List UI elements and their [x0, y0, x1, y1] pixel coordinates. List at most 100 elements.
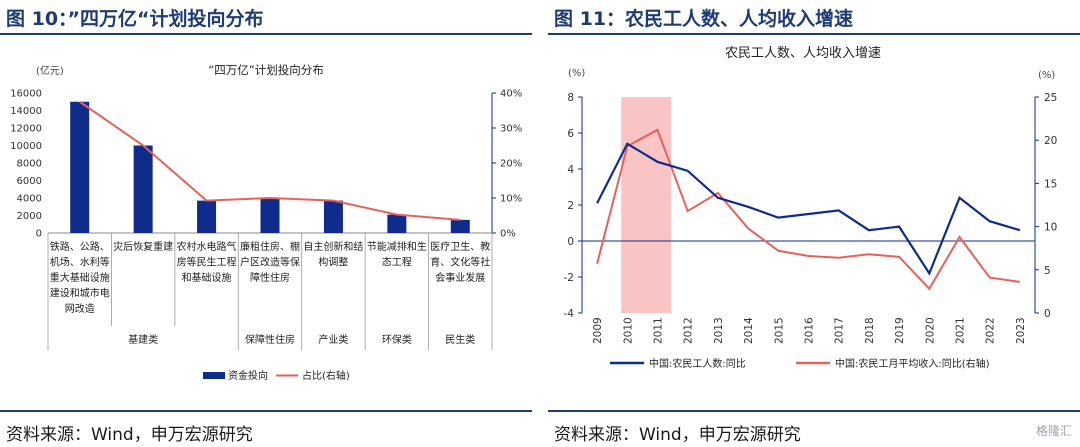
category-label: 节能减排和生	[367, 240, 427, 253]
category-label: 铁路、公路、	[50, 240, 110, 253]
watermark-logo: 格隆汇	[1035, 424, 1072, 438]
left-y-tick-label: 2000	[17, 211, 42, 222]
left-y-tick-label: 10000	[10, 141, 42, 152]
x-tick-label: 2017	[834, 317, 846, 344]
x-tick-label: 2014	[743, 317, 755, 344]
category-label: 态工程	[382, 256, 412, 269]
category-label: 障性住房	[250, 271, 290, 284]
x-tick-label: 2018	[864, 317, 876, 344]
left-y-tick-label: 8	[567, 92, 574, 104]
legend-line-label: 占比(右轴)	[302, 369, 350, 382]
x-tick-label: 2012	[683, 317, 695, 344]
right-y-tick-label: 20	[1044, 135, 1057, 147]
right-y-tick-label: 25	[1044, 92, 1057, 104]
right-y-tick-label: 15	[1044, 178, 1057, 190]
category-group-label: 产业类	[318, 333, 348, 346]
right-y-tick-label: 0%	[500, 229, 516, 240]
category-label: 会事业发展	[435, 271, 485, 284]
left-y-tick-label: 12000	[10, 124, 42, 135]
category-label: 建设和城市电	[50, 287, 110, 300]
x-tick-label: 2020	[924, 317, 936, 344]
left-y-tick-label: 0	[36, 229, 42, 240]
right-y-tick-label: 10	[1044, 222, 1057, 234]
right-y-tick-label: 30%	[500, 124, 522, 135]
x-tick-label: 2016	[804, 317, 816, 344]
bar-6	[450, 219, 470, 233]
x-tick-label: 2010	[622, 317, 634, 344]
left-y-tick-label: 14000	[10, 106, 42, 117]
category-label: 房等民生工程	[177, 256, 237, 269]
category-label: 户区改造等保	[240, 256, 300, 269]
x-tick-label: 2009	[592, 317, 604, 344]
left-bar-chart: “四万亿”计划投向分布 (亿元) 0 2000 4000 6000 8000 10000 120…	[10, 63, 522, 382]
x-tick-label: 2021	[955, 317, 967, 344]
right-y-tick-label: 10%	[500, 194, 522, 205]
category-label: 和基础设施	[182, 271, 232, 284]
right-y-tick-label: 40%	[500, 89, 522, 100]
left-y-tick-label: 6000	[17, 176, 42, 187]
x-tick-label: 2015	[773, 317, 785, 344]
bar-2	[197, 200, 217, 233]
category-label: 机场、水利等	[50, 256, 110, 269]
left-figure-title: 图 10：”四万亿“计划投向分布	[6, 8, 264, 30]
bar-0	[70, 101, 90, 233]
category-label: 医疗卫生、教	[430, 240, 490, 253]
right-figure-panel: 图 11：农民工人数、人均收入增速 农民工人数、人均收入增速 (%) (%) -4 -2…	[548, 0, 1080, 447]
left-y-tick-label: 6	[567, 128, 574, 140]
worker-count-growth-line	[596, 142, 1021, 276]
legend-income-label: 中国:农民工月平均收入:同比(右轴)	[835, 357, 990, 370]
bar-1	[133, 145, 153, 233]
share-line	[79, 100, 461, 221]
bar-5	[387, 214, 407, 233]
category-group-label: 基建类	[128, 333, 158, 346]
x-tick-label: 2023	[1015, 317, 1027, 344]
legend-worker-label: 中国:农民工人数:同比	[649, 357, 746, 370]
left-figure-panel: 图 10：”四万亿“计划投向分布 “四万亿”计划投向分布 (亿元) 0 2000 400…	[0, 0, 532, 447]
bar-3	[260, 198, 280, 233]
category-label: 廉租住房、棚	[240, 240, 300, 253]
right-y-tick-label: 0	[1044, 308, 1051, 320]
category-label: 构调整	[318, 256, 348, 269]
category-label: 重大基础设施	[50, 271, 110, 284]
left-source-rule	[0, 410, 532, 412]
right-y-tick-label: 20%	[500, 159, 522, 170]
right-y-axis-unit: (%)	[1038, 70, 1055, 81]
category-label: 灾后恢复重建	[113, 240, 173, 253]
legend-bar-label: 资金投向	[228, 369, 268, 382]
category-label: 农村水电路气	[177, 240, 237, 253]
left-y-tick-label: 2	[567, 200, 574, 212]
left-y-tick-label: 16000	[10, 89, 42, 100]
x-tick-label: 2013	[713, 317, 725, 344]
left-source-text: 资料来源：Wind，申万宏源研究	[6, 425, 253, 445]
right-y-tick-label: 5	[1044, 265, 1051, 277]
left-y-tick-label: -2	[564, 272, 574, 284]
right-title-rule	[548, 33, 1080, 35]
left-title-rule	[0, 33, 532, 35]
right-line-chart: 农民工人数、人均收入增速 (%) (%) -4 -2 0 2 4 6 8 0 5 10 15 20 25 200…	[564, 46, 1058, 370]
left-y-tick-label: -4	[564, 308, 575, 320]
right-figure-title: 图 11：农民工人数、人均收入增速	[554, 8, 854, 30]
x-tick-label: 2011	[653, 317, 665, 344]
left-y-tick-label: 0	[567, 236, 574, 248]
category-label: 网改造	[65, 302, 95, 315]
category-label: 自主创新和结	[303, 240, 363, 253]
right-source-text: 资料来源：Wind，申万宏源研究	[554, 425, 801, 445]
legend-bar-swatch	[203, 372, 225, 379]
left-chart-title: “四万亿”计划投向分布	[208, 63, 323, 77]
right-source-rule	[548, 410, 1080, 412]
x-tick-label: 2019	[894, 317, 906, 344]
category-label: 育、文化等社	[430, 256, 490, 269]
right-chart-title: 农民工人数、人均收入增速	[725, 46, 881, 61]
left-y-tick-label: 4	[567, 164, 574, 176]
category-group-label: 民生类	[445, 333, 475, 346]
highlight-band	[621, 97, 672, 313]
left-y-axis-unit: (亿元)	[36, 64, 64, 77]
income-growth-line	[596, 128, 1021, 291]
x-tick-label: 2022	[985, 317, 997, 344]
category-group-label: 保障性住房	[245, 333, 295, 346]
left-y-tick-label: 4000	[17, 194, 42, 205]
bar-4	[323, 200, 343, 233]
left-y-tick-label: 8000	[17, 159, 42, 170]
category-group-label: 环保类	[382, 333, 412, 346]
left-y-axis-unit: (%)	[568, 68, 585, 79]
